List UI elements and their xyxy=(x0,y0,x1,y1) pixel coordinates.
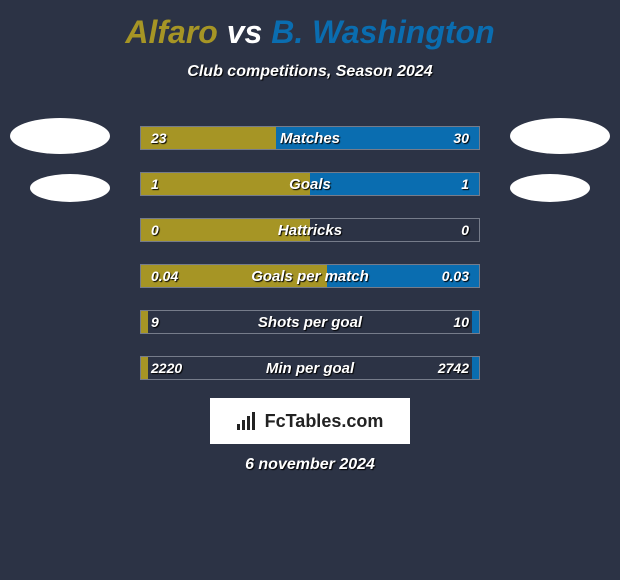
logo-text: FcTables.com xyxy=(265,411,384,432)
title-player2: B. Washington xyxy=(271,14,494,50)
title-vs: vs xyxy=(227,14,263,50)
stat-row: 00Hattricks xyxy=(140,218,480,242)
title-player1: Alfaro xyxy=(125,14,217,50)
barchart-icon xyxy=(237,412,259,430)
stat-row: 910Shots per goal xyxy=(140,310,480,334)
stat-label: Matches xyxy=(141,127,479,149)
stat-label: Goals per match xyxy=(141,265,479,287)
logo-box: FcTables.com xyxy=(210,398,410,444)
stat-rows: 2330Matches 11Goals 00Hattricks 0.040.03Goa… xyxy=(140,126,480,402)
stat-label: Shots per goal xyxy=(141,311,479,333)
subtitle: Club competitions, Season 2024 xyxy=(0,63,620,81)
stat-label: Min per goal xyxy=(141,357,479,379)
stat-row: 22202742Min per goal xyxy=(140,356,480,380)
stat-label: Goals xyxy=(141,173,479,195)
comparison-title: Alfaro vs B. Washington xyxy=(0,0,620,51)
avatar-player1-icon xyxy=(10,118,110,154)
avatar-team1-icon xyxy=(30,174,110,202)
avatar-team2-icon xyxy=(510,174,590,202)
stat-label: Hattricks xyxy=(141,219,479,241)
stat-row: 11Goals xyxy=(140,172,480,196)
stat-row: 2330Matches xyxy=(140,126,480,150)
avatar-player2-icon xyxy=(510,118,610,154)
date-text: 6 november 2024 xyxy=(0,456,620,474)
stat-row: 0.040.03Goals per match xyxy=(140,264,480,288)
